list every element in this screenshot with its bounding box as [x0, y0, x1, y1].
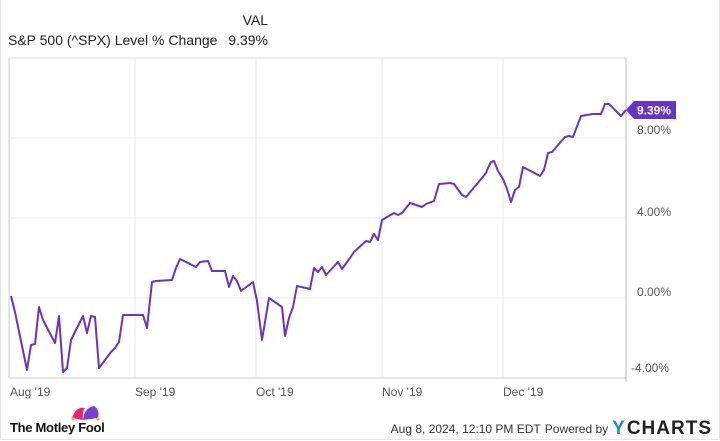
x-tick-label: Dec '19 [503, 385, 544, 399]
x-axis-labels: Aug '19 Sep '19 Oct '19 Nov '19 Dec '19 [10, 385, 544, 399]
y-tick-label: -4.00% [631, 361, 669, 375]
y-axis-labels: 8.00% 4.00% 0.00% -4.00% [631, 123, 671, 375]
legend-series-value: 9.39% [228, 32, 268, 48]
timestamp: Aug 8, 2024, 12:10 PM EDT [390, 422, 541, 436]
x-tick-label: Sep '19 [135, 385, 176, 399]
x-tick-label: Nov '19 [382, 385, 423, 399]
ycharts-logo: Y CHARTS [612, 418, 712, 439]
footer-attribution: Aug 8, 2024, 12:10 PM EDT Powered by Y C… [391, 418, 712, 440]
legend-column-header: VAL [242, 12, 268, 28]
series-line-spx [10, 103, 627, 373]
jester-hat-icon [71, 406, 100, 421]
y-tick-label: 0.00% [637, 285, 671, 299]
y-tick-label: 4.00% [637, 205, 671, 219]
x-tick-label: Oct '19 [256, 385, 294, 399]
last-value-badge: 9.39% [626, 101, 676, 119]
y-tick-label: 8.00% [637, 123, 671, 137]
legend-series-name: S&P 500 (^SPX) Level % Change [8, 32, 218, 48]
svg-text:9.39%: 9.39% [637, 104, 671, 118]
gridlines [8, 57, 627, 382]
brand-name: The Motley Fool [10, 420, 105, 435]
powered-by: Powered by [544, 422, 609, 436]
x-tick-label: Aug '19 [10, 385, 51, 399]
